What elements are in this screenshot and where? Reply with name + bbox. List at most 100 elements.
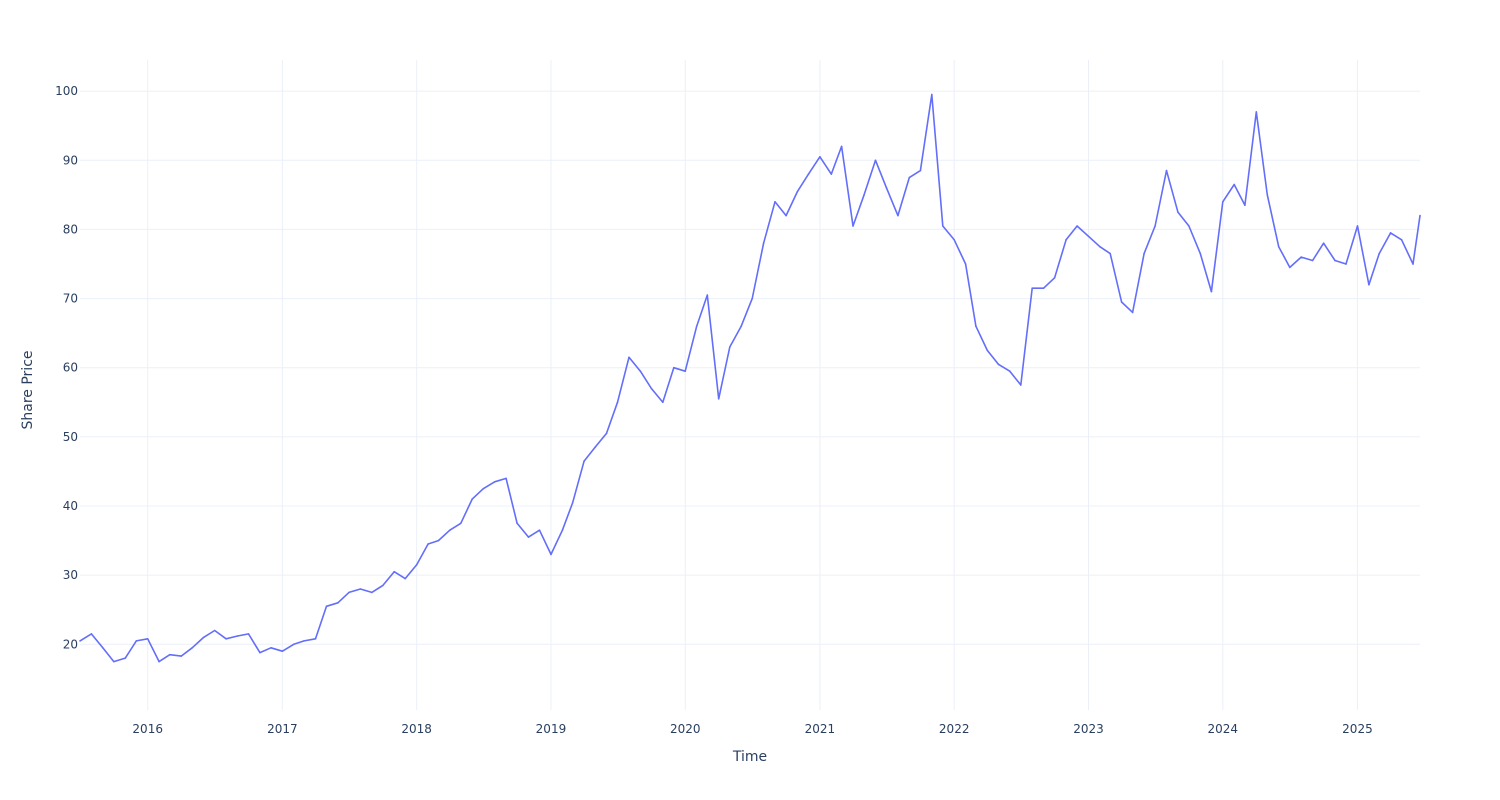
data-point — [650, 387, 653, 390]
data-point — [482, 487, 485, 490]
data-point — [942, 225, 944, 227]
data-point — [1300, 256, 1302, 258]
data-point — [1188, 225, 1190, 227]
x-tick-label: 2023 — [1073, 722, 1104, 736]
data-point — [404, 577, 407, 580]
data-point — [717, 398, 720, 400]
data-point — [1255, 111, 1258, 113]
data-points — [79, 93, 1421, 663]
x-tick-label: 2020 — [670, 722, 701, 736]
data-point — [819, 156, 821, 158]
data-point — [1419, 214, 1421, 217]
data-point — [325, 605, 328, 608]
data-point — [706, 294, 709, 296]
data-point — [1099, 245, 1101, 248]
data-point — [1266, 194, 1269, 196]
data-point — [684, 370, 686, 373]
data-point — [1210, 290, 1213, 293]
data-point — [1199, 252, 1202, 255]
x-tick-label: 2024 — [1208, 722, 1239, 736]
data-point — [986, 349, 989, 352]
data-point — [762, 242, 765, 244]
data-point — [628, 356, 630, 359]
data-point — [337, 602, 339, 604]
data-point — [527, 536, 530, 538]
data-point — [146, 638, 149, 640]
data-point — [393, 570, 396, 573]
data-point — [505, 477, 507, 480]
data-point — [213, 629, 216, 632]
data-point — [1076, 225, 1078, 227]
data-point — [449, 529, 451, 531]
data-point — [1009, 370, 1011, 373]
data-point — [964, 263, 967, 265]
y-tick-label: 90 — [63, 153, 78, 167]
data-point — [1400, 239, 1403, 241]
data-point — [516, 522, 518, 525]
data-point — [830, 173, 833, 175]
data-point — [415, 564, 418, 566]
x-axis-ticks: 2016 2017 2018 2019 2020 2021 2022 2023 2024 2025 — [132, 722, 1372, 736]
data-point — [729, 346, 731, 348]
x-tick-label: 2016 — [132, 722, 163, 736]
x-tick-label: 2022 — [939, 722, 970, 736]
data-point — [774, 201, 776, 203]
data-point — [919, 169, 922, 172]
data-point — [1334, 259, 1336, 262]
data-point — [1289, 266, 1291, 269]
data-point — [236, 635, 239, 637]
data-point — [751, 297, 753, 300]
data-point — [1378, 252, 1380, 255]
data-point — [471, 498, 474, 500]
data-point — [953, 239, 955, 241]
data-point — [695, 325, 698, 328]
data-point — [997, 363, 1000, 366]
data-point — [427, 543, 429, 545]
data-point — [571, 501, 574, 504]
data-point — [874, 159, 877, 162]
data-point — [359, 588, 362, 590]
data-point — [90, 633, 93, 635]
x-axis-title: Time — [732, 749, 767, 765]
data-point — [1131, 311, 1134, 314]
data-point — [371, 591, 373, 594]
data-point — [1020, 384, 1022, 386]
share-price-line — [79, 93, 1421, 663]
y-tick-label: 80 — [63, 222, 78, 236]
data-point — [303, 640, 305, 642]
data-point — [102, 647, 104, 649]
data-point — [605, 432, 608, 435]
data-point — [840, 145, 843, 148]
data-point — [113, 660, 115, 663]
data-point — [1244, 204, 1246, 206]
y-axis-ticks: 20 30 40 50 60 70 80 90 100 — [55, 84, 78, 651]
data-point — [180, 655, 182, 657]
data-point — [1222, 201, 1224, 203]
y-tick-label: 30 — [63, 568, 78, 582]
data-point — [1120, 301, 1123, 303]
data-point — [1165, 169, 1168, 172]
x-tick-label: 2025 — [1342, 722, 1373, 736]
data-point — [594, 446, 596, 449]
data-point — [382, 584, 384, 587]
data-point — [1177, 211, 1179, 213]
data-point — [225, 638, 227, 640]
data-point — [270, 647, 272, 649]
data-point — [1109, 252, 1111, 255]
data-point — [931, 93, 933, 96]
data-point — [1031, 287, 1033, 290]
data-point — [1277, 245, 1280, 248]
data-point — [1311, 259, 1314, 262]
data-point — [662, 401, 664, 404]
data-point — [561, 529, 564, 531]
data-point — [437, 539, 440, 542]
data-point — [1356, 225, 1359, 227]
data-point — [583, 460, 585, 462]
data-point — [807, 173, 810, 175]
data-point — [975, 325, 977, 328]
data-point — [191, 647, 193, 649]
data-point — [124, 657, 127, 659]
data-point — [785, 214, 787, 217]
